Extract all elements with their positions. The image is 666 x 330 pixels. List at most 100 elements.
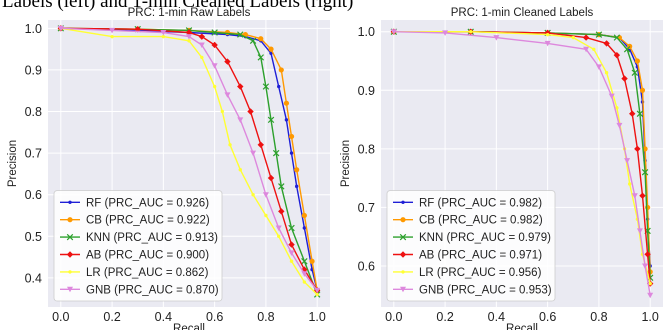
data-point-lr [571,35,575,40]
data-point-rf [277,84,281,89]
data-point-knn [267,116,275,124]
data-point-ab [134,25,141,33]
data-point-lr [648,281,652,286]
y-tick-label: 0.6 [358,260,375,274]
data-point-gnb [57,25,64,32]
y-tick-label: 0.7 [358,201,375,215]
legend-marker-cb [400,217,406,223]
data-point-lr [615,106,619,110]
data-point-ab [257,141,264,148]
series-line-gnb [60,27,318,291]
y-tick-label: 0.8 [358,142,375,156]
data-point-ab [247,108,254,115]
data-point-gnb [224,92,231,98]
data-point-gnb [275,225,282,231]
prc-raw-labels-chart: 0.0 0.2 0.4 0.6 0.8 1.0 0.4 0.5 0.6 0.7 0.8 0.9 1.0 P… [7,7,330,330]
data-point-lr [187,39,191,43]
y-tick-label: 0.4 [25,271,42,285]
series-line-rf [60,27,318,291]
data-point-ab [185,29,193,36]
data-point-lr [302,280,307,284]
data-point-knn [257,54,265,61]
x-tick-label: 0.0 [52,310,69,324]
data-point-lr [469,30,473,34]
data-point-gnb [493,35,500,41]
data-point-lr [592,47,596,51]
x-tick-label: 0.8 [590,310,607,324]
y-tick-label: 1.0 [25,22,42,36]
legend-entry-knn: KNN (PRC_AUC = 0.913) [86,232,218,244]
data-point-ab [237,83,244,90]
data-point-gnb [301,271,308,277]
x-axis-label: Recall [506,323,538,330]
y-axis-label: Precision [340,140,352,187]
y-tick-label: 0.5 [25,230,42,244]
legend-entry-rf: RF (PRC_AUC = 0.926) [86,197,209,209]
data-point-lr [289,259,294,263]
data-point-gnb [186,34,192,40]
data-point-lr [315,292,319,297]
data-point-ab [267,174,275,182]
data-point-knn [641,169,649,176]
legend-marker-rf [401,200,405,204]
x-tick-label: 0.2 [436,310,453,324]
data-point-cb [309,258,315,264]
data-point-gnb [647,292,654,299]
legend-entry-cb: CB (PRC_AUC = 0.982) [419,215,543,227]
data-point-ab [211,41,218,49]
data-point-knn [613,34,621,41]
chart-title: PRC: 1-min Cleaned Labels [451,7,594,19]
legend-marker-ab [399,251,407,258]
x-tick-label: 1.0 [308,310,325,324]
data-point-cb [283,100,290,106]
data-point-knn [623,46,631,53]
series-lr [59,26,319,297]
series-ab [57,25,321,294]
data-point-cb [268,46,274,52]
data-point-lr [161,34,166,39]
series-line-ab [393,31,651,284]
y-tick-label: 1.0 [358,25,375,39]
data-point-gnb [595,64,602,70]
legend-box [386,190,556,302]
data-point-ab [603,40,610,47]
chart-title: PRC: 1-min Raw Labels [128,7,251,19]
legend: RF (PRC_AUC = 0.926) CB (PRC_AUC = 0.922)… [53,190,223,302]
legend-marker-knn [399,233,407,241]
data-point-gnb [288,250,295,256]
x-tick-label: 0.4 [155,310,172,324]
legend-marker-cb [67,217,73,223]
data-point-ab [198,33,206,40]
y-tick-label: 0.9 [25,63,42,77]
data-point-gnb [583,46,590,53]
data-point-lr [228,143,232,147]
x-tick-label: 0.8 [257,310,274,324]
data-point-ab [288,241,295,248]
data-point-lr [220,109,225,114]
data-point-cb [301,212,307,219]
figure-caption: Labels (left) and 1-min Cleaned Labels (… [0,0,666,13]
data-point-cb [634,58,640,64]
legend-marker-knn [66,233,74,241]
data-point-lr [277,234,281,238]
data-point-ab [278,208,285,215]
y-tick-label: 0.7 [25,147,42,161]
y-axis-label: Precision [7,140,19,187]
data-point-gnb [198,42,205,48]
legend-entry-ab: AB (PRC_AUC = 0.900) [86,250,209,262]
data-point-rf [284,118,289,122]
data-point-ab [634,145,641,153]
legend: RF (PRC_AUC = 0.982) CB (PRC_AUC = 0.982)… [386,190,556,302]
legend-entry-lr: LR (PRC_AUC = 0.862) [86,267,209,279]
data-point-gnb [544,40,551,47]
legend-entry-lr: LR (PRC_AUC = 0.956) [419,267,542,279]
data-point-lr [264,213,268,218]
data-point-knn [288,224,295,232]
prc-cleaned-labels-chart: 0.0 0.2 0.4 0.6 0.8 1.0 0.6 0.7 0.8 0.9 1.0 PRC: 1-… [340,7,663,330]
data-point-gnb [642,263,649,269]
data-point-cb [258,36,264,42]
data-point-lr [200,55,204,60]
data-point-rf [302,226,307,230]
data-point-gnb [314,287,321,294]
data-point-cb [645,204,651,211]
